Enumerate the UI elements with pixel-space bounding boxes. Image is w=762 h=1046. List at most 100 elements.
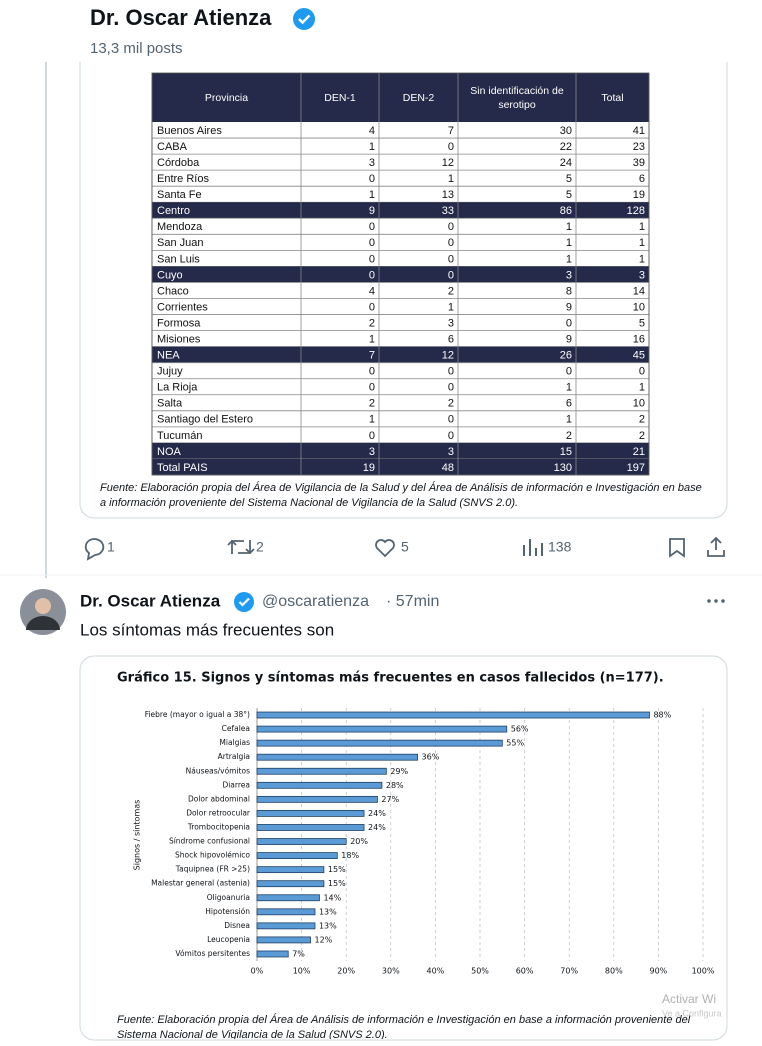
cell-number: 1 — [639, 237, 645, 249]
x-tick-label: 30% — [382, 967, 400, 976]
cell-number: 33 — [442, 205, 454, 217]
bar — [256, 852, 338, 859]
like-button[interactable]: 5 — [375, 539, 409, 558]
x-tick-label: 40% — [427, 967, 445, 976]
value-label: 27% — [381, 795, 399, 804]
bar — [256, 824, 365, 831]
y-tick-label: Taquipnea (FR >25) — [175, 865, 250, 874]
cell-number: 19 — [363, 462, 375, 474]
cell-number: 128 — [627, 205, 645, 217]
cell-province: NOA — [157, 446, 182, 458]
cell-number: 6 — [448, 334, 454, 346]
reply-button[interactable]: 1 — [84, 538, 115, 561]
cell-number: 45 — [633, 350, 645, 362]
cell-number: 0 — [369, 269, 375, 281]
cell-number: 1 — [369, 189, 375, 201]
cell-number: 0 — [369, 382, 375, 394]
x-tick-label: 100% — [692, 967, 715, 976]
cell-number: 16 — [633, 334, 645, 346]
author-handle[interactable]: @oscaratienza — [262, 593, 369, 610]
bar — [256, 767, 387, 775]
value-label: 15% — [328, 879, 346, 888]
views-button[interactable]: 138 — [523, 539, 572, 556]
column-header: DEN-1 — [324, 92, 356, 104]
bookmark-button[interactable] — [669, 538, 685, 558]
cell-number: 2 — [448, 398, 454, 410]
x-tick-label: 80% — [605, 967, 623, 976]
table-header-bg — [152, 73, 649, 122]
cell-number: 1 — [448, 173, 454, 185]
cell-number: 130 — [554, 462, 572, 474]
cell-number: 1 — [639, 382, 645, 394]
cell-number: 197 — [627, 462, 645, 474]
y-tick-label: Hipotensión — [205, 907, 250, 916]
column-header-line: serotipo — [498, 99, 536, 111]
watermark: Ve a Configura — [662, 1008, 722, 1018]
more-button[interactable] — [707, 599, 725, 603]
cell-number: 14 — [633, 285, 645, 297]
post-count: 13,3 mil posts — [90, 40, 183, 57]
cell-number: 22 — [560, 141, 572, 153]
post-time[interactable]: · 57min — [386, 593, 439, 610]
y-tick-label: Cefalea — [222, 724, 250, 733]
image-frame[interactable] — [79, 655, 728, 1041]
value-label: 13% — [319, 921, 337, 930]
cell-province: Misiones — [157, 334, 201, 346]
value-label: 36% — [422, 753, 440, 762]
avatar[interactable] — [20, 589, 66, 635]
chart: 0% 10% 20% 30% 40% 50% 60% 70% 80% 90% 100% Fiebre … — [145, 708, 715, 976]
profile-name: Dr. Oscar Atienza — [90, 5, 272, 30]
cell-number: 8 — [566, 285, 572, 297]
y-tick-label: Mialgias — [219, 738, 250, 747]
cell-number: 3 — [369, 446, 375, 458]
y-tick-label: Trombocitopenia — [187, 822, 250, 831]
bar — [256, 922, 316, 930]
cell-number: 19 — [633, 189, 645, 201]
cell-number: 5 — [566, 173, 572, 185]
cell-number: 9 — [566, 301, 572, 313]
cell-number: 1 — [566, 237, 572, 249]
cell-number: 2 — [448, 285, 454, 297]
cell-number: 1 — [448, 301, 454, 313]
cell-province: Jujuy — [157, 366, 183, 378]
author-name[interactable]: Dr. Oscar Atienza — [80, 591, 221, 610]
value-label: 13% — [319, 907, 337, 916]
bar — [256, 781, 383, 789]
value-label: 20% — [350, 837, 368, 846]
cell-province: Total PAIS — [157, 462, 208, 474]
cell-number: 0 — [369, 301, 375, 313]
share-button[interactable] — [707, 536, 725, 557]
cell-number: 10 — [633, 398, 645, 410]
repost-button[interactable]: 2 — [227, 539, 264, 555]
column-header: Sin identificación de serotipo — [470, 85, 564, 111]
y-tick-label: Dolor abdominal — [188, 794, 250, 803]
cell-number: 7 — [369, 350, 375, 362]
view-count: 138 — [548, 539, 572, 555]
value-label: 18% — [341, 851, 359, 860]
cell-number: 3 — [566, 269, 572, 281]
cell-number: 86 — [560, 205, 572, 217]
value-label: 15% — [328, 865, 346, 874]
cell-province: NEA — [157, 350, 180, 362]
y-tick-label: Vómitos persitentes — [175, 949, 250, 958]
value-label: 24% — [368, 823, 386, 832]
bar — [256, 866, 325, 874]
cell-number: 0 — [448, 221, 454, 233]
cell-number: 1 — [566, 414, 572, 426]
cell-number: 4 — [369, 125, 375, 137]
cell-number: 6 — [566, 398, 572, 410]
y-tick-label: Disnea — [224, 921, 250, 930]
cell-number: 2 — [639, 414, 645, 426]
cell-number: 0 — [369, 237, 375, 249]
image-frame[interactable] — [79, 62, 728, 519]
column-header: Total — [601, 92, 623, 104]
cell-number: 3 — [448, 317, 454, 329]
cell-province: Mendoza — [157, 221, 203, 233]
cell-number: 0 — [369, 366, 375, 378]
watermark: Activar Wi — [662, 992, 716, 1006]
y-tick-label: Malestar general (astenia) — [151, 879, 250, 888]
y-axis-label: Signos / síntomas — [133, 800, 142, 871]
subtotal-row-bg — [152, 202, 649, 219]
cell-number: 0 — [639, 366, 645, 378]
subtotal-row-bg — [152, 458, 649, 475]
